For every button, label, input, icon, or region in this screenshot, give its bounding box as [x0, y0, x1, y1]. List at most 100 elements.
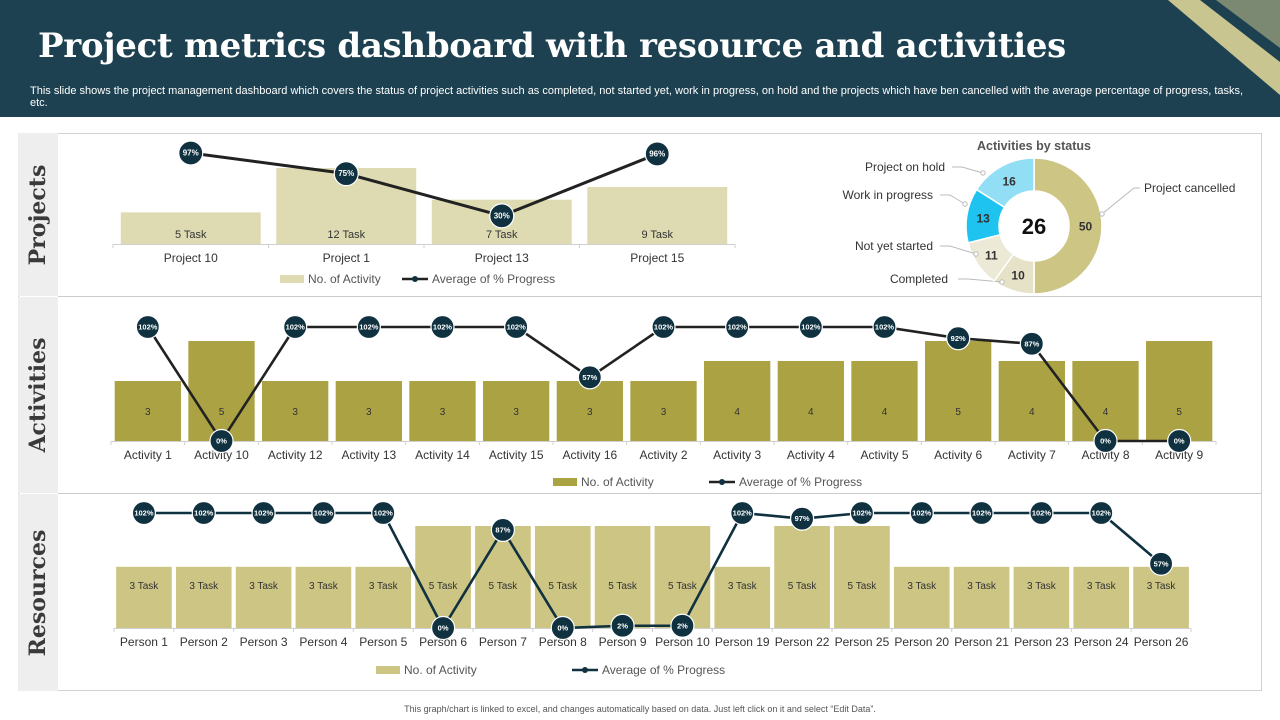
progress-label: 87% [495, 526, 510, 535]
category-label: Person 24 [1074, 635, 1129, 649]
category-label: Activity 13 [341, 448, 396, 462]
bar [409, 381, 476, 441]
category-label: Person 1 [120, 635, 168, 649]
progress-marker [178, 140, 204, 166]
progress-label: 102% [801, 323, 821, 332]
category-label: Activity 2 [639, 448, 687, 462]
category-label: Activity 8 [1081, 448, 1129, 462]
bar [483, 381, 550, 441]
progress-label: 102% [359, 323, 379, 332]
category-label: Person 25 [835, 635, 890, 649]
progress-marker [333, 161, 359, 187]
bar-label: 4 [882, 407, 888, 418]
progress-marker [969, 500, 994, 526]
category-label: Activity 5 [860, 448, 908, 462]
progress-label: 102% [134, 509, 154, 518]
legend-bar-swatch [376, 666, 400, 674]
progress-label: 97% [795, 514, 810, 523]
legend-line-label: Average of % Progress [432, 272, 555, 286]
category-label: Project 15 [630, 251, 684, 265]
legend-line-label: Average of % Progress [739, 475, 862, 489]
category-label: Activity 3 [713, 448, 761, 462]
progress-marker [430, 615, 456, 641]
donut-callout-dot [962, 201, 968, 207]
bar-label: 3 [661, 407, 667, 418]
category-label: Person 19 [715, 635, 770, 649]
progress-marker [610, 613, 635, 638]
resources-chart: 3 Task Person 1 3 Task Person 2 3 Task Person… [113, 500, 1192, 677]
category-label: Activity 14 [415, 448, 470, 462]
category-label: Person 5 [359, 635, 407, 649]
progress-marker [798, 314, 823, 340]
donut-slice-name: Work in progress [843, 188, 933, 202]
legend-bar-label: No. of Activity [581, 475, 654, 489]
category-label: Project 1 [323, 251, 371, 265]
donut-title: Activities by status [977, 139, 1091, 153]
bar [114, 381, 181, 441]
bar [235, 566, 292, 628]
progress-marker [504, 314, 529, 340]
donut-callout-dot [1099, 211, 1105, 217]
bar-label: 5 Task [608, 581, 638, 592]
bar [335, 381, 402, 441]
page-title: Project metrics dashboard with resource … [38, 26, 1067, 66]
category-label: Person 7 [479, 635, 527, 649]
bar-label: 3 [145, 407, 151, 418]
bar-label: 4 [1103, 407, 1109, 418]
category-label: Activity 15 [489, 448, 544, 462]
progress-label: 0% [1100, 437, 1111, 446]
progress-marker [191, 500, 216, 526]
footnote: This graph/chart is linked to excel, and… [404, 704, 876, 714]
bar-label: 5 Task [548, 581, 578, 592]
legend-line-marker [719, 479, 725, 485]
bar [1133, 566, 1189, 628]
progress-label: 102% [733, 509, 753, 518]
donut-callout-dot [973, 251, 979, 257]
progress-marker [725, 314, 750, 340]
donut-slice [1033, 157, 1103, 295]
donut-value-label: 16 [1003, 174, 1017, 188]
bar-label: 7 Task [486, 229, 518, 241]
category-label: Person 23 [1014, 635, 1069, 649]
bar [777, 361, 844, 441]
progress-label: 87% [1024, 339, 1039, 348]
bar [893, 566, 950, 628]
progress-marker [251, 500, 276, 526]
category-label: Project 13 [475, 251, 529, 265]
bar [175, 566, 232, 628]
bar [1073, 566, 1130, 628]
legend-bar-swatch [280, 275, 304, 283]
bar-label: 3 Task [309, 581, 339, 592]
bar-label: 9 Task [641, 229, 673, 241]
donut-value-label: 10 [1011, 268, 1025, 282]
category-label: Person 4 [299, 635, 347, 649]
progress-label: 102% [654, 323, 674, 332]
bar [355, 566, 412, 628]
progress-marker [311, 500, 336, 526]
progress-label: 97% [183, 149, 199, 158]
progress-label: 57% [1154, 559, 1169, 568]
donut-slice-name: Project on hold [865, 160, 945, 174]
donut-value-label: 50 [1079, 220, 1093, 234]
progress-marker [730, 500, 755, 526]
panel-label-activities: Activities [18, 297, 58, 493]
donut-hole [1001, 193, 1067, 259]
progress-label: 96% [649, 150, 665, 159]
progress-label: 102% [433, 323, 453, 332]
category-label: Activity 4 [787, 448, 835, 462]
progress-marker [550, 615, 575, 641]
category-label: Activity 1 [124, 448, 172, 462]
bar-label: 3 Task [1087, 581, 1117, 592]
progress-label: 57% [582, 373, 597, 382]
progress-marker [1093, 428, 1118, 454]
bar-label: 3 [440, 407, 446, 418]
progress-label: 102% [875, 323, 895, 332]
progress-marker [490, 517, 516, 543]
bar-label: 3 Task [1027, 581, 1057, 592]
category-label: Activity 10 [194, 448, 249, 462]
page-subtitle: This slide shows the project management … [30, 85, 1244, 109]
donut-value-label: 11 [985, 248, 998, 262]
category-label: Person 10 [655, 635, 710, 649]
progress-marker [651, 314, 676, 340]
